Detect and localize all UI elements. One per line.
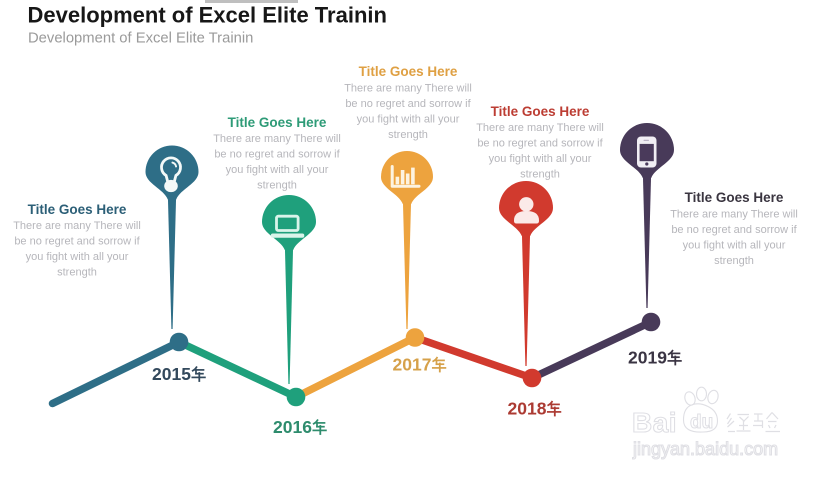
svg-text:2015: 2015 (152, 364, 191, 384)
svg-text:strength: strength (388, 129, 428, 141)
svg-text:jingyan.baidu.com: jingyan.baidu.com (632, 439, 778, 459)
svg-text:2019: 2019 (628, 348, 667, 368)
svg-text:strength: strength (257, 180, 297, 192)
svg-text:Title Goes Here: Title Goes Here (359, 64, 458, 79)
svg-text:be no regret and sorrow if: be no regret and sorrow if (14, 236, 140, 248)
svg-text:There are many There will: There are many There will (344, 83, 472, 95)
svg-text:be no regret and sorrow if: be no regret and sorrow if (671, 224, 797, 236)
svg-text:strength: strength (57, 267, 97, 279)
svg-text:There are many There will: There are many There will (670, 209, 798, 221)
svg-text:Development of Excel Elite Tra: Development of Excel Elite Trainin (28, 3, 387, 28)
svg-text:strength: strength (520, 169, 560, 181)
svg-text:you fight with all your: you fight with all your (26, 251, 129, 263)
svg-text:There are many There will: There are many There will (476, 122, 604, 134)
svg-text:2017: 2017 (393, 355, 432, 375)
svg-text:be no regret and sorrow if: be no regret and sorrow if (345, 98, 471, 110)
svg-text:strength: strength (714, 255, 754, 267)
svg-text:you fight with all your: you fight with all your (357, 114, 460, 126)
svg-text:du: du (690, 412, 713, 433)
svg-text:Bai: Bai (632, 407, 677, 438)
svg-text:2016: 2016 (273, 417, 312, 437)
svg-text:There are many There will: There are many There will (13, 220, 141, 232)
svg-text:Title Goes Here: Title Goes Here (685, 190, 784, 205)
svg-text:you fight with all your: you fight with all your (489, 153, 592, 165)
svg-text:be no regret and sorrow if: be no regret and sorrow if (214, 149, 340, 161)
svg-text:Title Goes Here: Title Goes Here (228, 115, 327, 130)
svg-text:be no regret and sorrow if: be no regret and sorrow if (477, 138, 603, 150)
svg-text:Title Goes Here: Title Goes Here (28, 202, 127, 217)
svg-text:Title Goes Here: Title Goes Here (491, 104, 590, 119)
svg-text:you fight with all your: you fight with all your (683, 240, 786, 252)
svg-text:Development of Excel Elite Tra: Development of Excel Elite Trainin (28, 31, 253, 47)
svg-text:you fight with all your: you fight with all your (226, 164, 329, 176)
svg-text:2018: 2018 (508, 399, 547, 419)
svg-text:There are many There will: There are many There will (213, 133, 341, 145)
